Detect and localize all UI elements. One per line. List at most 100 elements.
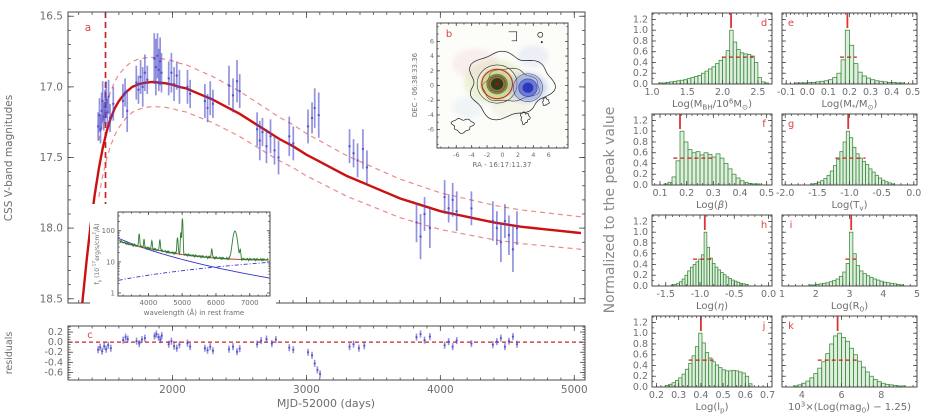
histogram-e: -0.1 0.0 0.1 0.2 0.3 0.4 0.5 Log(M*/M⊙) e [777,12,920,111]
y-tick-label: 17.5 [40,152,63,164]
hist-y-tick-label: 0.0 [633,281,648,292]
svg-text:-2: -2 [484,151,490,159]
hist-x-tick-label: 0.2 [679,188,694,199]
hist-y-tick-label: 0.8 [633,339,648,350]
hist-y-tick-label: 1.0 [633,227,648,238]
hist-y-tick-label: 0.8 [633,238,648,249]
svg-text:-2: -2 [428,96,434,104]
hist-x-tick-label: 0.6 [738,390,753,401]
svg-text:6: 6 [547,151,551,159]
svg-text:10: 10 [106,258,115,266]
hist-x-tick-label: 5 [914,289,920,300]
hist-x-axis-label: Log(MBH/106M⊙) [672,97,752,112]
lightcurve-and-insets-panel: 16.5 17.0 17.5 18.0 18.5 CSS V-band magnitude… [3,11,588,410]
y-tick-label: 18.5 [40,293,63,305]
hist-x-tick-label: 0.1 [821,87,836,98]
panel-letter-g: g [788,119,794,130]
hist-y-tick-label: 0.6 [633,148,648,159]
hist-y-tick-label: 0.4 [633,57,648,68]
x-tick-label: 2000 [159,384,186,396]
histogram-g: -2.0 -1.5 -1.0 -0.5 0.0 Log(Tv) g [776,113,921,212]
hist-x-tick-label: 4 [880,289,886,300]
x-tick-label: 3000 [293,384,320,396]
hist-y-tick-label: 1.2 [633,216,648,227]
hist-y-tick-label: 1.0 [633,126,648,137]
hist-x-tick-label: -0.5 [872,188,891,199]
panel-letter-e: e [788,18,794,29]
hist-x-axis-label: Log(R0) [831,301,868,313]
hist-y-tick-label: 1.2 [633,14,648,25]
histogram-bars [664,332,753,388]
svg-text:-4: -4 [428,111,434,119]
hist-y-tick-label: 0.4 [633,360,648,371]
hist-y-tick-label: 0.4 [633,259,648,270]
histogram-bars [663,130,761,186]
svg-text:6: 6 [430,37,434,45]
hist-y-tick-label: 0.0 [633,180,648,191]
hist-x-tick-label: 0.3 [863,87,878,98]
hist-x-tick-label: 0.5 [759,188,774,199]
hist-x-axis-label: Log(M*/M⊙) [822,99,878,111]
galaxy-x-axis-label: RA - 16:17:11.37 [473,161,532,169]
hist-x-tick-label: 0.0 [800,87,815,98]
svg-text:5000: 5000 [173,299,191,307]
hist-x-tick-label: 3 [846,289,852,300]
hist-x-tick-label: 2.5 [750,87,765,98]
spectrum-y-axis-label: fλ (10-17erg/s/cm2/Å) [92,224,104,285]
hist-x-tick-label: 4 [799,390,805,401]
spectrum-inset: 4000 5000 6000 7000 1 10 100 wavelength (Å) in … [90,204,276,320]
hist-x-tick-label: 8 [878,390,884,401]
hist-y-tick-label: 0.8 [633,36,648,47]
observed-spectrum [119,218,269,263]
histogram-i: 1 2 3 4 5 Log(R0) i [779,214,920,313]
svg-text:-4: -4 [468,151,474,159]
confidence-bands [98,56,582,250]
hist-x-tick-label: -1.5 [656,289,675,300]
galaxy-image-inset: -6 -4 -2 0 2 4 6 6 4 2 0 -2 -4 -6 RA - 16:17:11.37 DEC … [411,22,569,169]
hist-x-axis-label: Log(Tv) [831,200,867,212]
svg-text:100: 100 [102,227,115,235]
svg-text:2: 2 [516,151,520,159]
outer-isophote-contour [469,50,556,121]
nucleus-red-contour [481,68,514,100]
hist-y-tick-label: 0.2 [633,371,648,382]
hist-y-tick-label: 0.0 [633,79,648,90]
hist-x-tick-label: 0.3 [706,188,721,199]
spectrum-x-axis-label: wavelength (Å) in rest frame [144,308,245,317]
histogram-bars [670,231,749,287]
hist-x-tick-label: 0.5 [716,390,731,401]
hist-y-tick-label: 0.8 [633,137,648,148]
svg-text:6000: 6000 [207,299,225,307]
hist-x-tick-label: -1.0 [840,188,859,199]
svg-text:-6: -6 [428,126,434,134]
svg-text:4: 4 [430,52,434,60]
hist-x-tick-label: 0.1 [652,188,667,199]
hist-x-tick-label: 0.7 [760,390,775,401]
lightcurve-y-axis-label: CSS V-band magnitudes [3,95,15,221]
histograms-shared-y-label: Normalized to the peak value [602,107,618,314]
galaxy-y-axis-label: DEC - 06:38:33.36 [411,52,419,117]
hist-x-tick-label: 0.3 [671,390,686,401]
histogram-f: 0.1 0.2 0.3 0.4 0.50.00.20.40.60.81.01.2Log(… [633,113,774,211]
hist-x-tick-label: 2.0 [715,87,730,98]
hist-y-tick-label: 0.6 [633,350,648,361]
hist-x-axis-label: Log(lp) [695,402,728,414]
hist-x-tick-label: -2.0 [776,188,795,199]
hist-x-axis-label: Log(β) [696,200,728,211]
panel-letter-b: b [446,29,452,40]
hist-x-tick-label: 1.5 [680,87,695,98]
hist-x-tick-label: 0.4 [884,87,899,98]
residual-y-tick-label: 0.0 [48,337,63,348]
hist-y-tick-label: 0.6 [633,47,648,58]
residual-y-tick-label: -0.6 [44,367,63,378]
hist-x-tick-label: 2 [813,289,819,300]
svg-text:7000: 7000 [241,299,259,307]
histogram-j: 0.2 0.3 0.4 0.5 0.6 0.70.00.20.40.60.81.01.2L… [633,315,775,414]
svg-text:0: 0 [500,151,504,159]
panel-letter-i: i [790,220,793,231]
panel-letter-d: d [761,18,767,29]
hist-y-tick-label: 0.0 [633,382,648,393]
hist-y-tick-label: 0.2 [633,169,648,180]
hist-x-tick-label: 6 [839,390,845,401]
